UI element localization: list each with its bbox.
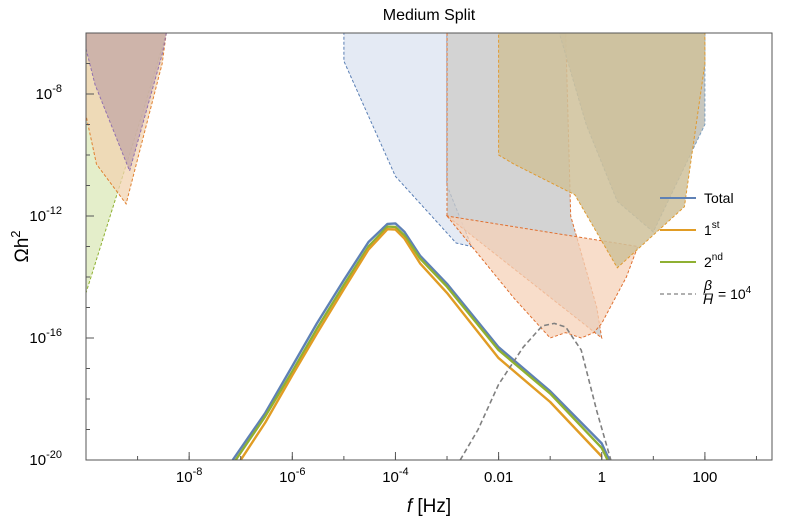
legend-frac-num: β	[703, 277, 712, 293]
series-line-3	[459, 322, 612, 460]
series-layer	[231, 222, 612, 460]
series-line-0	[231, 222, 611, 460]
x-tick-label: 10-4	[382, 466, 408, 486]
x-tick-label: 10-6	[279, 466, 305, 486]
x-tick-label: 0.01	[484, 469, 513, 486]
y-tick-label: 10-8	[36, 83, 62, 103]
chart-title: Medium Split	[383, 7, 476, 24]
legend-label: Total	[704, 190, 734, 206]
y-axis-title: Ωh2	[8, 230, 33, 262]
region-left-purple	[86, 33, 167, 173]
y-tick-label: 10-12	[29, 205, 62, 225]
region-peach	[445, 215, 639, 339]
legend-label: 2nd	[704, 252, 723, 270]
y-tick-label: 10-20	[29, 449, 62, 469]
series-line-2	[239, 228, 603, 460]
x-tick-label: 100	[692, 469, 717, 486]
region-blue-lisa	[343, 33, 473, 248]
x-tick-label: 10-8	[176, 466, 202, 486]
y-tick-label: 10-16	[29, 327, 62, 347]
legend-label: = 104	[718, 285, 752, 302]
legend-label: 1st	[704, 220, 720, 238]
x-tick-label: 1	[598, 469, 606, 486]
legend-frac-den: H	[703, 291, 714, 307]
region-tan	[498, 33, 706, 269]
regions-layer	[86, 33, 706, 340]
series-line-1	[234, 225, 609, 460]
x-axis-title: f [Hz]	[407, 496, 451, 517]
